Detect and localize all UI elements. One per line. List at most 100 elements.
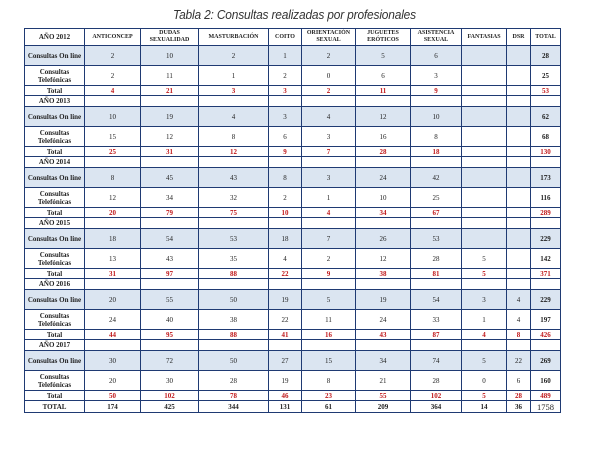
table-cell	[461, 106, 507, 127]
table-cell: 4	[84, 85, 141, 96]
table-cell: 142	[530, 248, 561, 269]
table-cell	[506, 228, 531, 249]
empty-cell	[506, 278, 531, 290]
table-cell: 10	[140, 45, 199, 66]
grand-total-label: TOTAL	[24, 400, 85, 413]
table-cell: 24	[355, 167, 411, 188]
phone-row: Consultas Telefónicas 12 34 32 2 1 10 25 116	[24, 187, 561, 208]
empty-cell	[461, 278, 507, 290]
table-cell: 53	[410, 228, 462, 249]
table-cell: 19	[140, 106, 199, 127]
empty-cell	[461, 156, 507, 168]
grand-total-cell: 1758	[530, 400, 561, 413]
table-cell: 43	[140, 248, 199, 269]
empty-cell	[301, 156, 356, 168]
row-label: Consultas On line	[24, 167, 85, 188]
empty-cell	[530, 217, 561, 229]
table-cell: 21	[355, 370, 411, 391]
table-cell: 11	[140, 65, 199, 86]
table-cell: 95	[140, 329, 199, 340]
table-cell: 8	[506, 329, 531, 340]
table-cell: 5	[461, 350, 507, 371]
empty-cell	[530, 95, 561, 107]
table-cell: 102	[140, 390, 199, 401]
empty-cell	[84, 156, 141, 168]
grand-total-cell: 174	[84, 400, 141, 413]
grand-total-cell: 425	[140, 400, 199, 413]
empty-cell	[301, 95, 356, 107]
table-cell: 102	[410, 390, 462, 401]
header-total: TOTAL	[530, 28, 561, 46]
table-cell: 3	[301, 167, 356, 188]
header-dudas-sexualidad: DUDAS SEXUALIDAD	[140, 28, 199, 46]
table-cell: 54	[410, 289, 462, 310]
table-cell: 79	[140, 207, 199, 218]
empty-cell	[355, 217, 411, 229]
consultations-table: AÑO 2012 ANTICONCEP DUDAS SEXUALIDAD MAS…	[24, 28, 561, 413]
table-cell: 34	[140, 187, 199, 208]
table-cell	[461, 207, 507, 218]
table-cell: 22	[506, 350, 531, 371]
phone-row: Consultas Telefónicas 24 40 38 22 11 24 33 1 4 197	[24, 309, 561, 330]
table-cell: 28	[506, 390, 531, 401]
empty-cell	[268, 339, 302, 351]
table-cell: 10	[410, 106, 462, 127]
table-cell: 3	[268, 106, 302, 127]
grand-total-cell: 14	[461, 400, 507, 413]
row-label: Consultas On line	[24, 228, 85, 249]
table-cell: 27	[268, 350, 302, 371]
online-row: Consultas On line 8 45 43 8 3 24 42 173	[24, 167, 561, 188]
table-cell: 74	[410, 350, 462, 371]
empty-cell	[301, 217, 356, 229]
table-cell: 116	[530, 187, 561, 208]
phone-row: Consultas Telefónicas 2 11 1 2 0 6 3 25	[24, 65, 561, 86]
table-cell: 4	[268, 248, 302, 269]
table-cell: 2	[84, 65, 141, 86]
table-cell: 25	[410, 187, 462, 208]
table-cell: 5	[461, 248, 507, 269]
table-cell: 8	[84, 167, 141, 188]
table-cell: 4	[301, 106, 356, 127]
table-cell: 43	[198, 167, 269, 188]
row-label: Total	[24, 85, 85, 96]
table-cell	[461, 228, 507, 249]
table-cell: 44	[84, 329, 141, 340]
row-label: Consultas Telefónicas	[24, 309, 85, 330]
table-cell	[461, 126, 507, 147]
grand-total-cell: 36	[506, 400, 531, 413]
table-cell: 18	[268, 228, 302, 249]
header-orientacion-sexual: ORIENTACIÓN SEXUAL	[301, 28, 356, 46]
table-cell: 46	[268, 390, 302, 401]
table-cell	[506, 45, 531, 66]
table-cell: 50	[84, 390, 141, 401]
total-row: Total 44 95 88 41 16 43 87 4 8 426	[24, 329, 561, 340]
empty-cell	[198, 217, 269, 229]
table-cell: 9	[268, 146, 302, 157]
table-cell: 33	[410, 309, 462, 330]
table-cell: 88	[198, 268, 269, 279]
empty-cell	[355, 339, 411, 351]
header-dsr: DSR	[506, 28, 531, 46]
empty-cell	[410, 95, 462, 107]
table-cell: 25	[84, 146, 141, 157]
empty-cell	[268, 156, 302, 168]
table-cell: 3	[268, 85, 302, 96]
total-row: Total 4 21 3 3 2 11 9 53	[24, 85, 561, 96]
table-cell	[461, 146, 507, 157]
table-cell: 50	[198, 289, 269, 310]
empty-cell	[198, 278, 269, 290]
table-cell: 5	[461, 390, 507, 401]
row-label: Consultas Telefónicas	[24, 370, 85, 391]
header-asistencia-sexual: ASISTENCIA SEXUAL	[410, 28, 462, 46]
header-fantasias: FANTASIAS	[461, 28, 507, 46]
table-cell: 53	[530, 85, 561, 96]
empty-cell	[198, 95, 269, 107]
header-coito: COITO	[268, 28, 302, 46]
phone-row: Consultas Telefónicas 15 12 8 6 3 16 8 68	[24, 126, 561, 147]
table-cell: 0	[461, 370, 507, 391]
year-row: AÑO 2016	[24, 278, 561, 290]
table-cell: 15	[84, 126, 141, 147]
table-cell	[506, 65, 531, 86]
table-cell: 38	[198, 309, 269, 330]
header-masturbacion: MASTURBACIÓN	[198, 28, 269, 46]
